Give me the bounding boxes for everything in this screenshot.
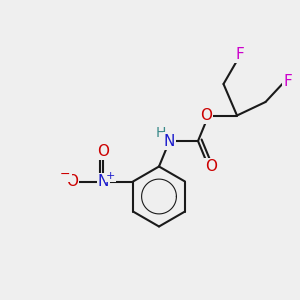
Text: N: N <box>164 134 175 148</box>
Text: O: O <box>200 108 212 123</box>
Text: O: O <box>98 144 110 159</box>
Text: +: + <box>105 171 115 181</box>
Text: −: − <box>60 167 71 181</box>
Text: O: O <box>205 159 217 174</box>
Text: H: H <box>156 127 166 140</box>
Text: N: N <box>98 174 109 189</box>
Text: O: O <box>66 174 78 189</box>
Text: F: F <box>284 74 292 88</box>
Text: F: F <box>236 46 244 62</box>
